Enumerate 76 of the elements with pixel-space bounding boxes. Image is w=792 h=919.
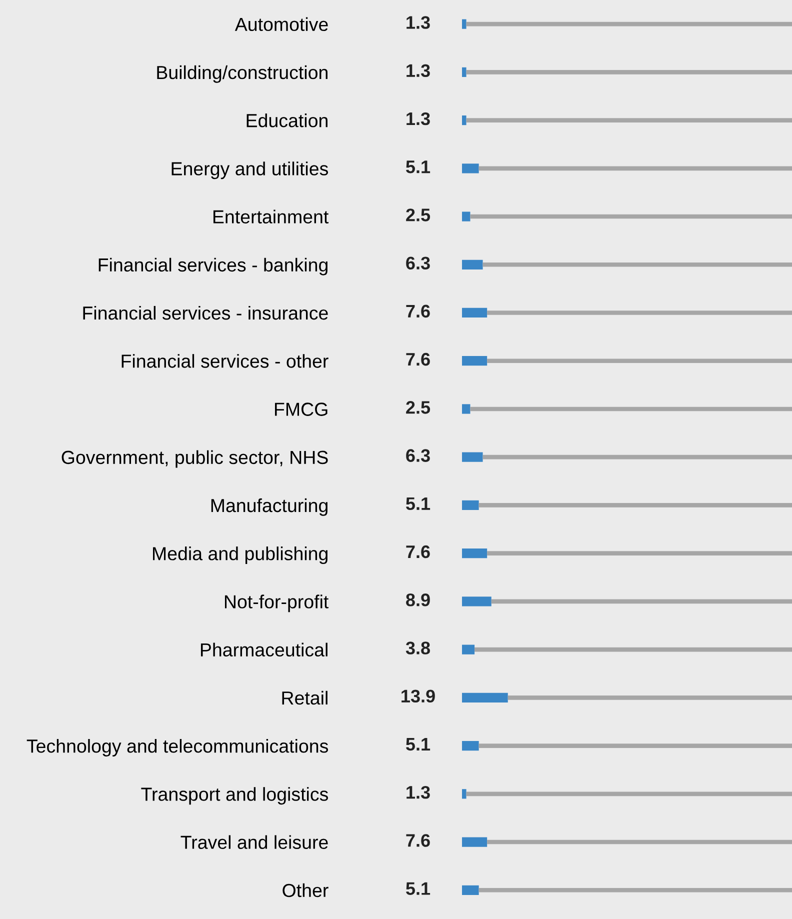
bar: [462, 500, 479, 510]
bar: [466, 70, 792, 74]
bar: [462, 885, 479, 895]
data-label: 1.3: [406, 64, 430, 78]
y-tick-label: Government, public sector, NHS: [62, 450, 328, 468]
data-label: 7.6: [406, 545, 430, 558]
bar: [462, 67, 466, 77]
bar: [462, 308, 488, 318]
bar: [462, 740, 479, 751]
y-tick-label: FMCG: [275, 402, 328, 416]
data-label: 7.6: [406, 352, 430, 366]
y-tick-label: Other: [282, 883, 328, 898]
bar: [482, 262, 792, 267]
bar: [466, 22, 792, 26]
bar: [462, 596, 492, 606]
bar: [487, 310, 792, 315]
data-label: 2.5: [406, 208, 430, 222]
y-tick-label: Retail: [282, 690, 328, 705]
y-tick-label: Transport and logistics: [141, 787, 328, 805]
bar: [474, 647, 792, 652]
y-tick-label: Pharmaceutical: [200, 642, 328, 657]
y-tick-label: Travel and leisure: [180, 835, 328, 849]
data-label: 5.1: [406, 882, 430, 895]
bar: [478, 744, 792, 748]
y-tick-label: Building/construction: [157, 65, 328, 83]
y-tick-label: Financial services - other: [122, 354, 328, 368]
bar: [462, 452, 483, 462]
data-label: 7.6: [406, 304, 430, 318]
y-tick-label: Automotive: [234, 17, 328, 32]
data-label: 6.3: [406, 256, 430, 270]
data-label: 7.6: [406, 834, 430, 847]
y-tick-label: Not-for-profit: [224, 594, 329, 612]
bar: [466, 792, 792, 796]
y-tick-label: Media and publishing: [153, 546, 328, 564]
data-label: 6.3: [406, 449, 430, 462]
bar: [462, 164, 479, 174]
bar: [470, 406, 792, 412]
y-tick-label: Financial services - banking: [98, 258, 328, 276]
bar: [470, 214, 792, 219]
y-tick-label: Energy and utilities: [172, 162, 328, 180]
y-tick-label: Entertainment: [213, 210, 329, 224]
bar: [478, 166, 792, 171]
data-label: 1.3: [406, 112, 430, 126]
y-tick-label: Education: [246, 113, 328, 128]
bar: [466, 118, 792, 122]
data-label: 1.3: [406, 16, 430, 29]
bar: [462, 789, 466, 799]
bar: [478, 503, 792, 508]
y-tick-label: Financial services - insurance: [83, 306, 328, 320]
bar: [462, 548, 488, 558]
bar: [462, 644, 475, 654]
y-tick-label: Manufacturing: [211, 498, 328, 516]
bar: [487, 840, 792, 844]
data-label: 5.1: [406, 160, 430, 174]
data-label: 3.8: [406, 642, 430, 654]
data-label: 1.3: [406, 786, 430, 799]
bar: [462, 19, 466, 29]
bar: [491, 599, 792, 604]
data-label: 5.1: [406, 497, 430, 510]
bar: [482, 454, 792, 460]
data-label: 5.1: [406, 738, 430, 751]
bar: [487, 551, 792, 556]
bar: [478, 888, 792, 892]
y-tick-label: Technology and telecommunications: [26, 738, 328, 756]
bar: [462, 837, 488, 847]
bar: [462, 404, 470, 414]
bar: [508, 696, 792, 700]
bar: [462, 115, 466, 126]
bar: [462, 692, 508, 702]
bar: [462, 260, 483, 270]
data-label: 13.9: [402, 690, 435, 703]
bar: [462, 212, 470, 222]
data-label: 2.5: [406, 401, 430, 414]
bar: [462, 356, 488, 366]
bar: [487, 358, 792, 364]
data-label: 8.9: [406, 594, 430, 606]
